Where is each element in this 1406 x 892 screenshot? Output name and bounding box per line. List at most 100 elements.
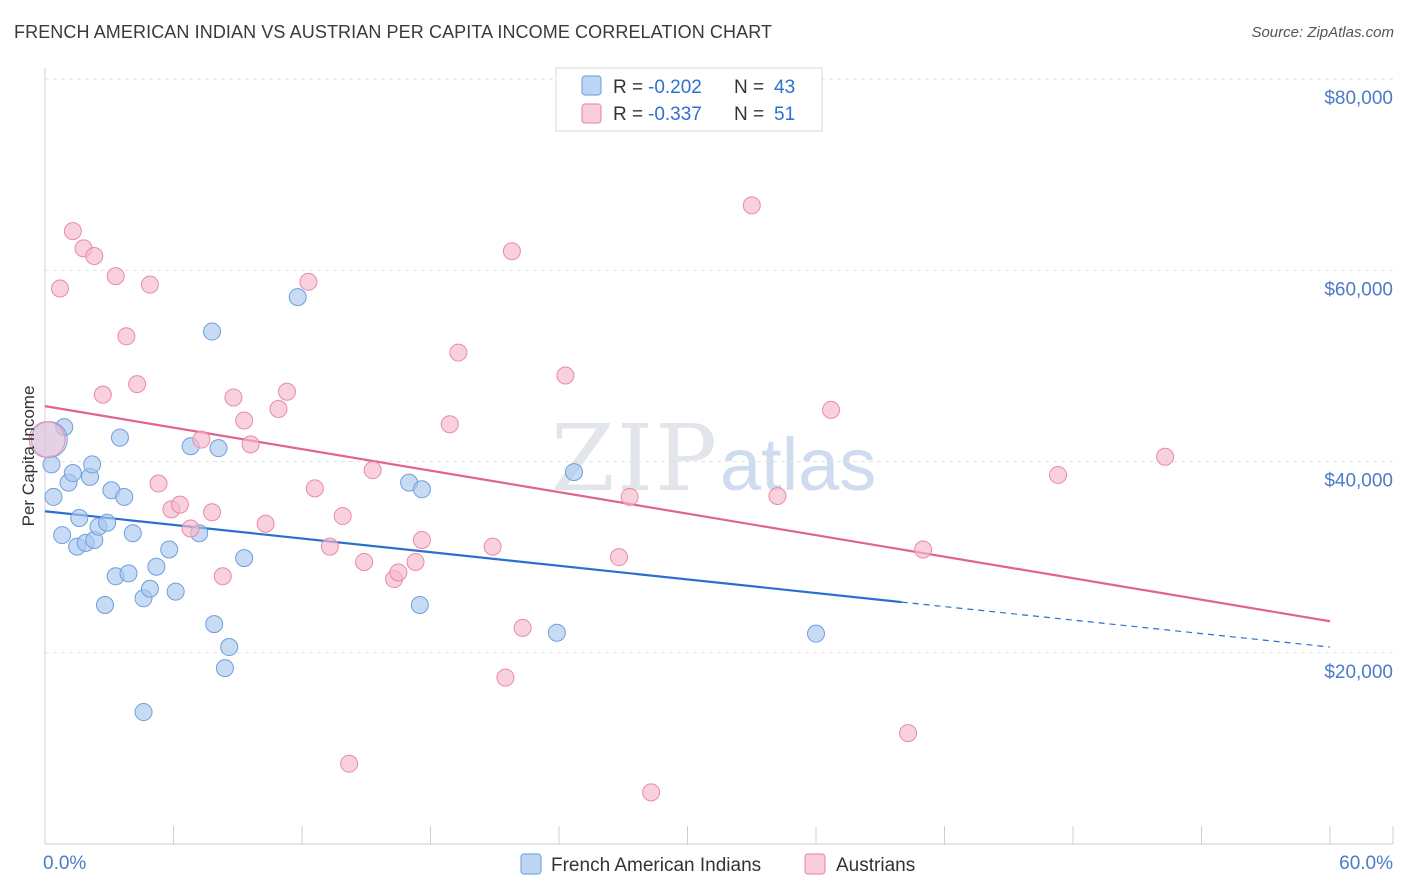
french-american-indians-point <box>83 455 102 474</box>
austrians-point <box>483 537 502 556</box>
french-american-indians-point <box>288 288 307 307</box>
legend-r-value-1: -0.202 <box>648 77 702 98</box>
french-american-indians-point <box>160 540 179 559</box>
french-american-indians-point <box>807 624 825 643</box>
bottom-legend: French American Indians Austrians <box>520 853 915 876</box>
austrians-point <box>496 668 515 687</box>
gridlines <box>45 78 1393 654</box>
austrians-point <box>269 399 288 418</box>
austrians-point <box>128 375 147 394</box>
austrians-point <box>742 196 761 215</box>
austrians-point <box>320 537 339 556</box>
austrians-point <box>203 503 222 522</box>
austrians-point <box>502 242 521 261</box>
austrians-point <box>333 507 352 526</box>
bottom-legend-swatch-austrians <box>804 853 826 875</box>
source-credit: Source: ZipAtlas.com <box>1251 24 1394 41</box>
french-american-indians-point <box>115 487 134 506</box>
legend-r-value-2: -0.337 <box>648 104 702 125</box>
austrians-point <box>556 366 575 385</box>
french-american-indians-point <box>547 623 566 642</box>
french-american-indians-point <box>147 557 166 576</box>
austrians-point <box>63 222 82 241</box>
french-american-indians-point <box>134 703 153 722</box>
austrians-point <box>106 267 125 286</box>
french-american-indians-point <box>98 513 117 532</box>
legend-swatch-french-american-indians <box>581 75 602 96</box>
austrians-point <box>363 461 382 480</box>
french-american-indians-point <box>220 638 239 657</box>
french-american-indians-point <box>70 508 89 527</box>
y-tick-label: $60,000 <box>1324 279 1393 300</box>
austrians-point <box>85 247 104 265</box>
legend-box: R = -0.202 N = 43 R = -0.337 N = 51 <box>555 67 823 132</box>
french-american-indians-point <box>63 464 82 483</box>
french-american-indians-point <box>95 595 114 614</box>
austrians-point <box>406 552 425 571</box>
french-american-indians-point <box>44 487 63 506</box>
austrians-point <box>305 479 324 498</box>
french-american-indians-point <box>209 439 228 458</box>
french-american-indians-point <box>140 579 159 598</box>
austrians-point <box>914 540 933 559</box>
austrians-point <box>513 618 532 637</box>
french-american-indians-point <box>235 549 254 568</box>
french-american-indians-point <box>412 480 431 499</box>
y-axis-label: Per Capita Income <box>19 386 38 527</box>
austrians-point <box>224 388 243 407</box>
austrians-point <box>449 343 468 362</box>
french-american-indians-trend-extension <box>901 601 1331 648</box>
austrians-point <box>355 552 374 571</box>
austrians-point <box>117 327 136 346</box>
y-tick-label: $20,000 <box>1324 662 1393 683</box>
austrians-point <box>213 567 232 586</box>
austrians-point <box>440 415 459 434</box>
austrians-point <box>899 724 918 743</box>
french-american-indians-point <box>119 564 138 583</box>
austrians-point <box>50 279 69 298</box>
austrians-point <box>278 382 297 401</box>
x-tick-label-min: 0.0% <box>43 853 86 874</box>
scatter-points <box>28 196 1175 802</box>
austrians-point <box>642 783 661 802</box>
austrians-point <box>340 754 359 773</box>
austrians-point <box>140 275 159 294</box>
watermark-atlas: atlas <box>720 423 876 506</box>
french-american-indians-point <box>205 615 224 634</box>
legend-n-label-1: N = <box>734 77 764 98</box>
austrians-point <box>1156 447 1175 466</box>
austrians-point <box>768 486 787 505</box>
legend-n-label-2: N = <box>734 104 764 125</box>
austrians-point <box>609 548 628 567</box>
y-tick-label: $40,000 <box>1324 471 1393 492</box>
austrians-point <box>241 435 260 454</box>
austrians-point <box>620 487 639 506</box>
austrians-point <box>412 530 431 549</box>
austrians-point <box>181 519 200 538</box>
axes <box>44 68 1394 845</box>
bottom-legend-swatch-french-american-indians <box>520 853 542 875</box>
y-tick-label: $80,000 <box>1324 88 1393 109</box>
austrians-point <box>149 474 168 493</box>
bottom-legend-label-austrians: Austrians <box>836 855 915 876</box>
austrians-point <box>170 495 189 514</box>
french-american-indians-point <box>203 322 222 341</box>
austrians-point <box>1049 465 1068 484</box>
legend-n-value-2: 51 <box>774 104 795 125</box>
austrians-point <box>235 411 254 430</box>
french-american-indians-point <box>410 595 429 614</box>
legend-r-label-1: R = <box>613 77 643 98</box>
legend-n-value-1: 43 <box>774 77 795 98</box>
french-american-indians-point <box>166 582 185 601</box>
french-american-indians-point <box>215 659 234 678</box>
x-tick-label-max: 60.0% <box>1339 853 1393 874</box>
french-american-indians-point <box>42 455 61 474</box>
austrians-point <box>93 385 112 404</box>
legend-swatch-austrians <box>581 103 602 124</box>
austrians-point <box>821 400 840 419</box>
austrians-point <box>389 563 408 582</box>
austrians-point <box>28 421 66 459</box>
y-tick-labels: $20,000 $40,000 $60,000 $80,000 <box>1324 88 1393 683</box>
chart-title: FRENCH AMERICAN INDIAN VS AUSTRIAN PER C… <box>14 22 773 42</box>
